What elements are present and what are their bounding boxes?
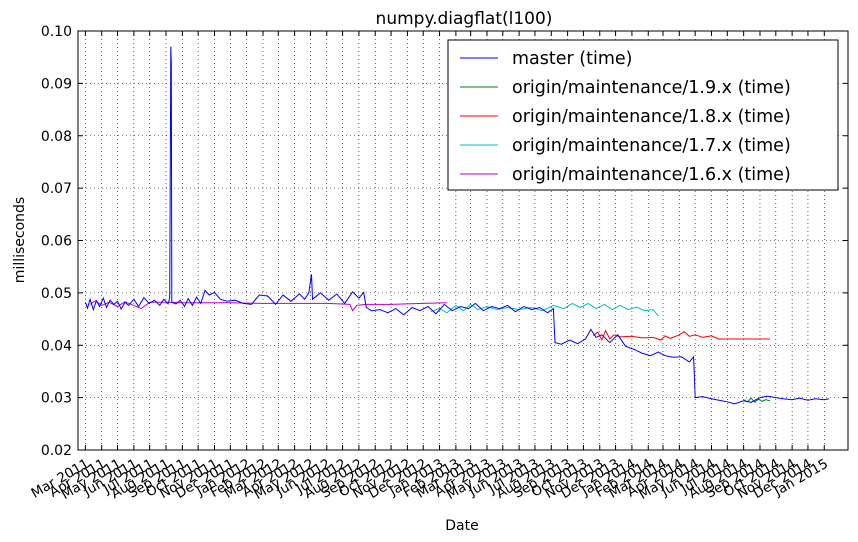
y-axis: 0.02 0.03 0.04 0.05 0.06 0.07 0.08 0.09 0.10 (41, 24, 848, 459)
y-tick-label: 0.07 (41, 181, 72, 197)
series-line-4 (89, 300, 447, 312)
chart-title: numpy.diagflat(l100) (376, 9, 553, 29)
legend-label: origin/maintenance/1.8.x (time) (512, 107, 791, 127)
y-tick-label: 0.08 (41, 129, 72, 145)
y-tick-label: 0.04 (41, 338, 72, 354)
legend-label: master (time) (512, 49, 632, 69)
legend-box (447, 39, 839, 191)
y-tick-label: 0.03 (41, 391, 72, 407)
series-line-3 (430, 302, 659, 317)
legend-label: origin/maintenance/1.9.x (time) (512, 78, 791, 98)
legend-label: origin/maintenance/1.6.x (time) (512, 165, 791, 185)
y-tick-label: 0.09 (41, 76, 72, 92)
y-tick-label: 0.10 (41, 24, 72, 40)
y-tick-label: 0.05 (41, 286, 72, 302)
legend: master (time) origin/maintenance/1.9.x (t… (447, 39, 839, 191)
y-tick-label: 0.06 (41, 234, 72, 250)
series-line-2 (593, 329, 770, 342)
plot-area (84, 46, 830, 405)
y-axis-label: milliseconds (12, 197, 28, 283)
y-tick-label: 0.02 (41, 443, 72, 459)
x-axis-label: Date (445, 518, 478, 534)
legend-label: origin/maintenance/1.7.x (time) (512, 136, 791, 156)
series-line-0 (84, 46, 830, 405)
